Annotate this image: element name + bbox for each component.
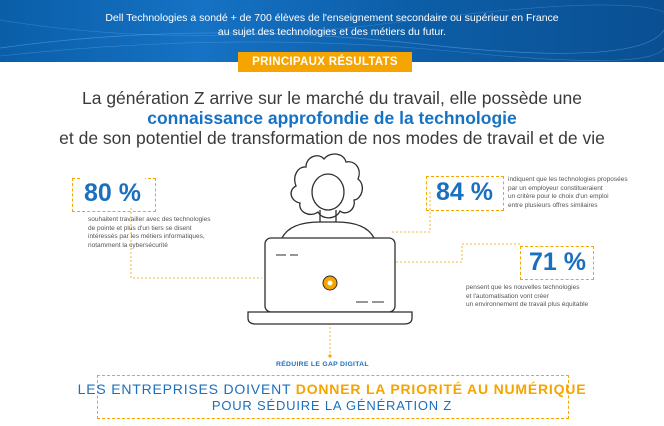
stat-84-line: par un employeur constitueraient: [508, 184, 603, 192]
stat-text-71: pensent que les nouvelles technologies e…: [466, 284, 588, 310]
headline-line-3: et de son potentiel de transformation de…: [59, 128, 605, 148]
stat-80-line: de pointe et plus d'un tiers se disent: [88, 224, 192, 232]
banner-line-1: Dell Technologies a sondé + de 700 élève…: [105, 12, 559, 24]
banner-light-lines: [0, 4, 664, 61]
banner-text: Dell Technologies a sondé + de 700 élève…: [0, 11, 664, 39]
stat-box-84: [426, 176, 504, 211]
stat-71-line: un environnement de travail plus équitab…: [466, 301, 589, 308]
top-banner: Dell Technologies a sondé + de 700 élève…: [0, 0, 664, 62]
stat-80-line: intéressés par les métiers informatiques…: [88, 233, 205, 240]
headline-line-1: La génération Z arrive sur le marché du …: [82, 88, 582, 108]
cta-line-1-a: LES ENTREPRISES DOIVENT: [77, 381, 296, 397]
connector-right-bottom: [392, 243, 520, 263]
stat-71-line: pensent que les nouvelles technologies: [466, 284, 580, 291]
stat-box-71: [520, 246, 594, 280]
results-badge: PRINCIPAUX RÉSULTATS: [238, 52, 412, 72]
stat-84-line: un critère pour le choix d'un emploi: [508, 193, 609, 200]
stat-value-84: 84 %: [433, 177, 496, 207]
stat-text-84: indiquent que les technologies proposées…: [508, 176, 628, 210]
headline: La génération Z arrive sur le marché du …: [0, 88, 664, 148]
stat-84-line: indiquent que les technologies proposées: [508, 176, 628, 183]
laptop-icon: [247, 237, 413, 325]
connector-right-top: [392, 192, 431, 233]
stat-80-line: notamment la cybersécurité: [88, 241, 168, 249]
stat-text-80: souhaitent travailler avec des technolog…: [88, 216, 211, 250]
stat-value-71: 71 %: [526, 247, 589, 277]
banner-line-2: au sujet des technologies et des métiers…: [217, 26, 447, 38]
cta-box: [97, 375, 569, 419]
stat-71-line: et l'automatisation vont créer: [466, 292, 549, 300]
gap-label: RÉDUIRE LE GAP DIGITAL: [276, 361, 369, 368]
person-icon: [281, 153, 375, 239]
gap-dot: [328, 354, 332, 358]
headline-line-2: connaissance approfondie de la technolog…: [147, 108, 517, 128]
cta-line-1-b: DONNER LA PRIORITÉ AU NUMÉRIQUE: [295, 381, 587, 397]
cta-line-1: LES ENTREPRISES DOIVENT DONNER LA PRIORI…: [0, 381, 664, 397]
stat-84-line: entre plusieurs offres similaires: [508, 201, 598, 209]
stat-80-line: souhaitent travailler avec des technolog…: [88, 216, 211, 223]
stat-value-80: 80 %: [80, 178, 145, 208]
cta-line-2: POUR SÉDUIRE LA GÉNÉRATION Z: [211, 398, 453, 413]
connector-left: [130, 196, 262, 279]
